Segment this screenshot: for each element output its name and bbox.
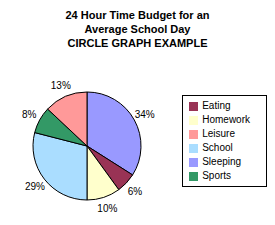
svg-text:8%: 8% — [22, 109, 37, 120]
html-text:Leisure: Leisure — [202, 128, 235, 139]
svg-text:29%: 29% — [25, 181, 45, 192]
html-text:Average School Day: Average School Day — [84, 22, 191, 35]
html-text:Homework: Homework — [202, 114, 250, 125]
html-text:CIRCLE GRAPH EXAMPLE: CIRCLE GRAPH EXAMPLE — [67, 36, 208, 49]
html-text:Eating: Eating — [202, 100, 231, 111]
svg-text:10%: 10% — [97, 203, 117, 214]
svg-text:6%: 6% — [128, 186, 143, 197]
html-text:Sleeping: Sleeping — [202, 156, 242, 167]
svg-text:13%: 13% — [51, 80, 71, 91]
html-text:School: School — [202, 142, 233, 153]
html-text:24 Hour Time Budget for an: 24 Hour Time Budget for an — [65, 8, 210, 21]
html-text:Sports: Sports — [202, 170, 232, 181]
svg-text:34%: 34% — [135, 109, 155, 120]
